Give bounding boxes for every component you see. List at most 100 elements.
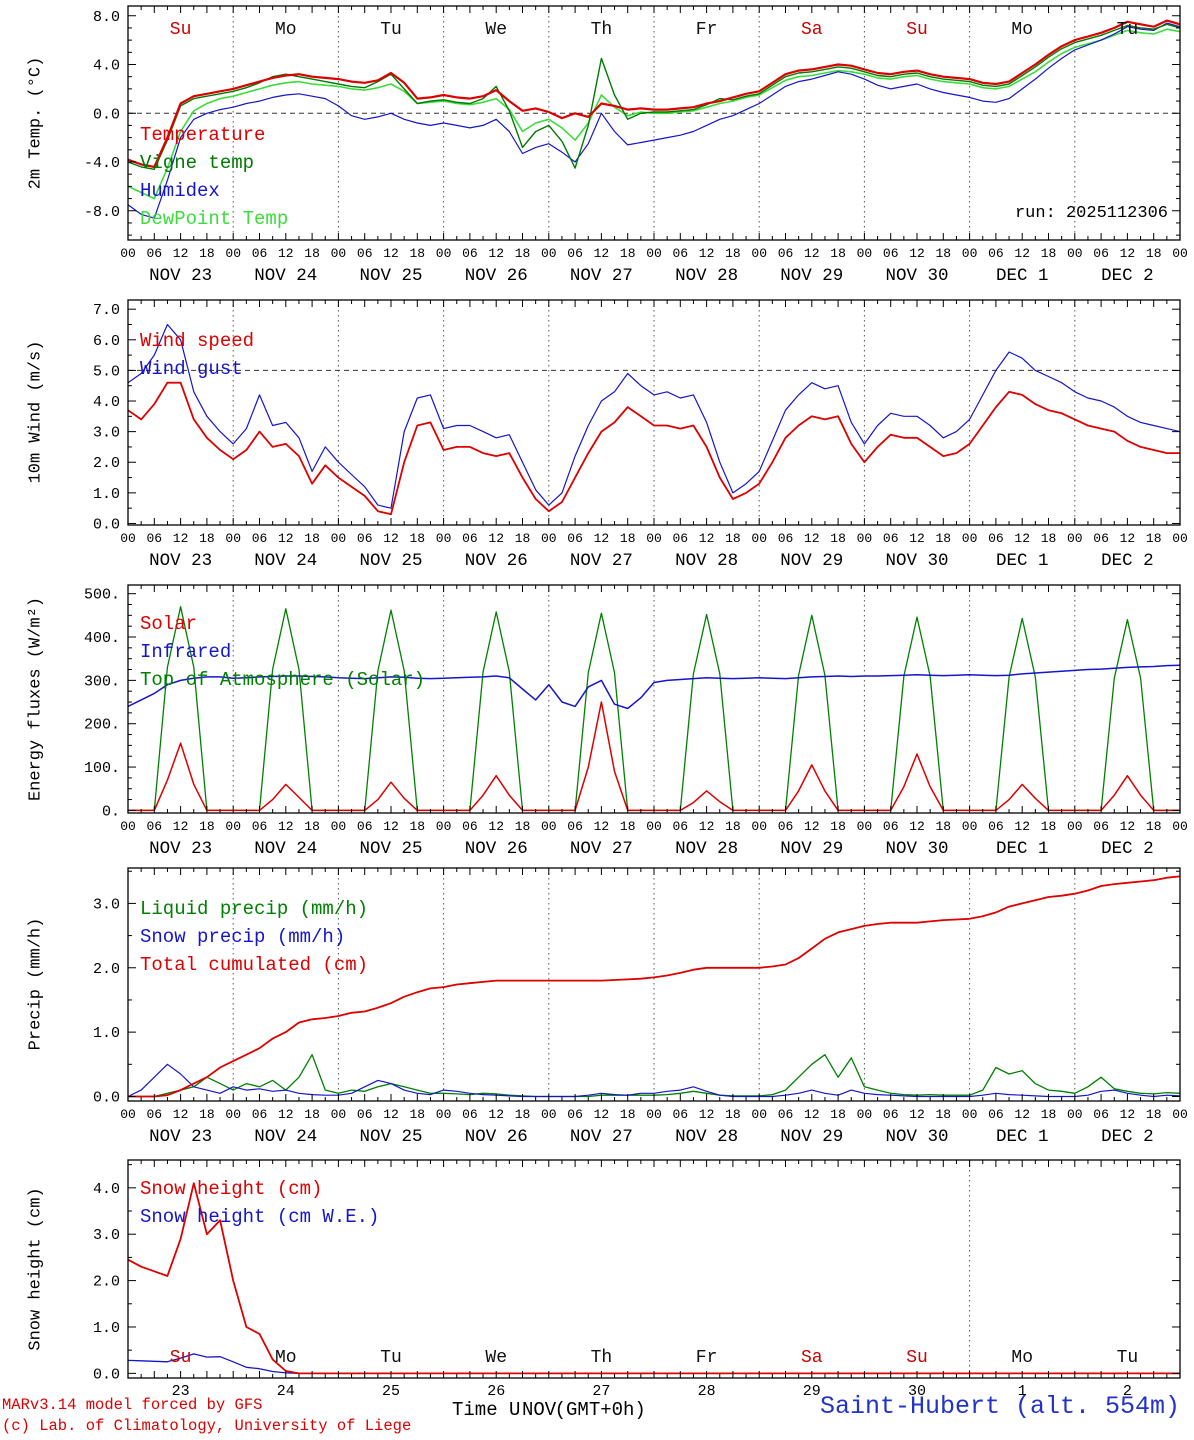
svg-text:12: 12 [383, 819, 399, 834]
svg-text:00: 00 [225, 819, 241, 834]
svg-text:06: 06 [146, 531, 162, 546]
flux-plot: 500.400.300.200.100.0.00 06 12 18 00 06 12 18 00… [84, 584, 1188, 859]
svg-text:NOV 27: NOV 27 [570, 1127, 633, 1147]
svg-text:06: 06 [252, 1107, 268, 1122]
legend-total-cumulated: Total cumulated (cm) [140, 954, 369, 976]
svg-text:25: 25 [382, 1383, 400, 1400]
svg-text:2: 2 [1123, 1383, 1132, 1400]
svg-text:00: 00 [857, 531, 873, 546]
svg-text:12: 12 [699, 531, 715, 546]
svg-text:06: 06 [883, 246, 899, 261]
svg-text:00: 00 [646, 531, 662, 546]
svg-text:12: 12 [1120, 1107, 1136, 1122]
svg-text:00: 00 [541, 1107, 557, 1122]
svg-text:12: 12 [488, 531, 504, 546]
svg-text:5.0: 5.0 [93, 363, 120, 380]
svg-text:DEC 1: DEC 1 [996, 1127, 1049, 1147]
svg-text:Fr: Fr [696, 20, 718, 40]
legend-temperature: Temperature [140, 124, 266, 146]
svg-text:18: 18 [1041, 819, 1057, 834]
svg-text:Sa: Sa [801, 1348, 823, 1368]
svg-text:18: 18 [409, 531, 425, 546]
svg-text:100.: 100. [84, 760, 120, 777]
temp-series-humidex [128, 22, 1180, 219]
svg-text:12: 12 [594, 1107, 610, 1122]
svg-text:18: 18 [515, 246, 531, 261]
svg-text:NOV 25: NOV 25 [359, 839, 422, 859]
svg-text:06: 06 [357, 246, 373, 261]
svg-text:12: 12 [278, 246, 294, 261]
precip-plot: 3.02.01.00.000 06 12 18 00 06 12 18 00 06 12 18 00 06… [93, 867, 1188, 1147]
svg-text:00: 00 [646, 1107, 662, 1122]
svg-text:00: 00 [962, 819, 978, 834]
svg-text:00: 00 [1067, 246, 1083, 261]
svg-text:2.0: 2.0 [93, 961, 120, 978]
model-credit-line1: MARv3.14 model forced by GFS [2, 1396, 263, 1414]
svg-text:NOV 23: NOV 23 [149, 551, 212, 571]
legend-wind-speed: Wind speed [140, 330, 255, 352]
legend-snow-precip: Snow precip (mm/h) [140, 926, 346, 948]
svg-text:18: 18 [304, 1107, 320, 1122]
svg-text:NOV 30: NOV 30 [885, 839, 948, 859]
legend-vigne-temp: Vigne temp [140, 152, 255, 174]
svg-text:NOV 30: NOV 30 [885, 266, 948, 286]
svg-text:18: 18 [830, 531, 846, 546]
legend-toa-solar: Top of Atmosphere (Solar) [140, 669, 426, 691]
svg-text:NOV 24: NOV 24 [254, 266, 317, 286]
svg-text:18: 18 [1146, 819, 1162, 834]
svg-text:18: 18 [515, 531, 531, 546]
svg-text:00: 00 [331, 531, 347, 546]
svg-text:NOV 26: NOV 26 [465, 839, 528, 859]
svg-text:0.0: 0.0 [93, 1089, 120, 1106]
svg-text:06: 06 [1093, 531, 1109, 546]
svg-text:06: 06 [462, 246, 478, 261]
svg-text:NOV 25: NOV 25 [359, 1127, 422, 1147]
svg-text:12: 12 [173, 531, 189, 546]
svg-text:26: 26 [487, 1383, 505, 1400]
svg-text:12: 12 [383, 1107, 399, 1122]
svg-text:00: 00 [751, 819, 767, 834]
svg-text:NOV 24: NOV 24 [254, 1127, 317, 1147]
svg-text:-4.0: -4.0 [84, 155, 120, 172]
svg-text:00: 00 [436, 531, 452, 546]
svg-text:Tu: Tu [380, 20, 402, 40]
wind-series-wind-speed [128, 381, 1180, 516]
svg-text:00: 00 [225, 1107, 241, 1122]
svg-text:NOV 28: NOV 28 [675, 266, 738, 286]
svg-text:1.0: 1.0 [93, 1320, 120, 1337]
legend-liquid-precip: Liquid precip (mm/h) [140, 898, 369, 920]
precip-series-total-cumulated-cm- [128, 875, 1180, 1098]
svg-text:18: 18 [409, 819, 425, 834]
temp-y-axis-label: 2m Temp. (°C) [26, 56, 46, 190]
svg-text:12: 12 [594, 531, 610, 546]
svg-text:NOV 25: NOV 25 [359, 266, 422, 286]
svg-text:NOV 25: NOV 25 [359, 551, 422, 571]
temp-plot: 8.0 4.0 0.0 -4.0 -8.0 00 06 12 18 00 06 12 18 00 06 12 1… [84, 5, 1188, 286]
svg-text:18: 18 [620, 819, 636, 834]
temp-series-vigne-temp [128, 23, 1180, 170]
svg-text:00: 00 [962, 1107, 978, 1122]
svg-text:12: 12 [804, 1107, 820, 1122]
svg-text:00: 00 [120, 246, 136, 261]
precip-y-axis-label: Precip (mm/h) [26, 917, 46, 1051]
svg-text:00: 00 [857, 246, 873, 261]
svg-text:18: 18 [199, 1107, 215, 1122]
svg-text:06: 06 [462, 531, 478, 546]
svg-text:12: 12 [909, 819, 925, 834]
svg-text:2.0: 2.0 [93, 1274, 120, 1291]
svg-text:12: 12 [699, 1107, 715, 1122]
svg-text:06: 06 [883, 819, 899, 834]
svg-text:NOV 28: NOV 28 [675, 1127, 738, 1147]
svg-text:00: 00 [541, 531, 557, 546]
svg-text:06: 06 [567, 246, 583, 261]
svg-text:12: 12 [173, 1107, 189, 1122]
svg-text:18: 18 [409, 246, 425, 261]
svg-text:06: 06 [988, 819, 1004, 834]
svg-text:06: 06 [883, 531, 899, 546]
svg-text:18: 18 [935, 819, 951, 834]
svg-text:18: 18 [515, 819, 531, 834]
svg-text:NOV 24: NOV 24 [254, 839, 317, 859]
svg-text:12: 12 [909, 1107, 925, 1122]
svg-text:NOV 27: NOV 27 [570, 839, 633, 859]
svg-text:3.0: 3.0 [93, 896, 120, 913]
